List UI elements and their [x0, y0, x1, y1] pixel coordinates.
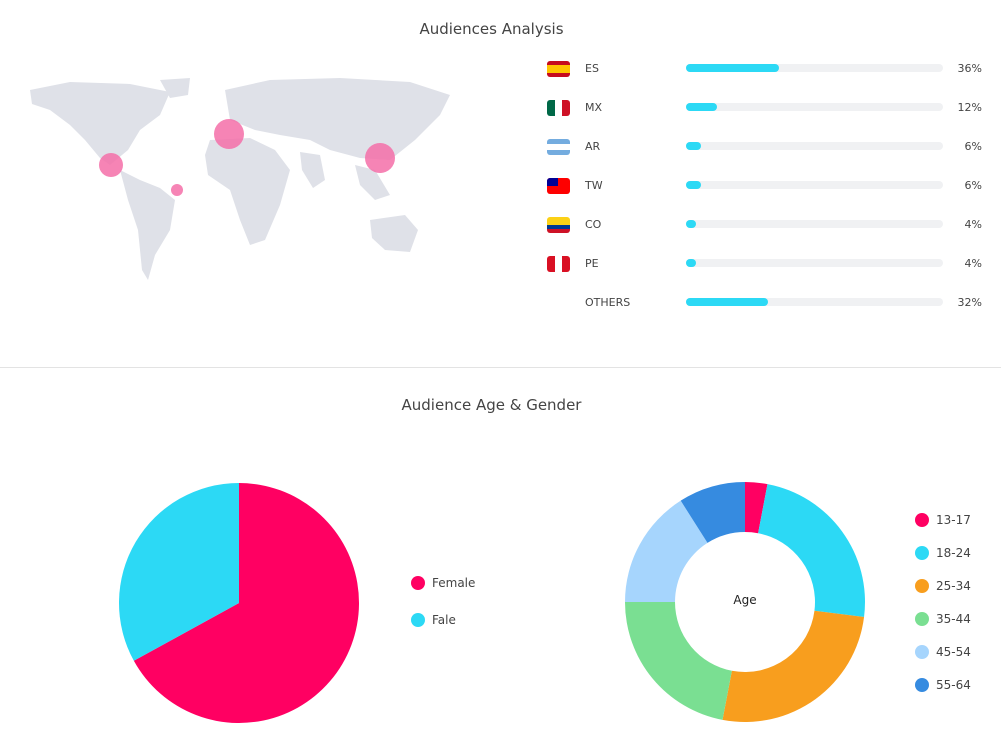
progress-fill — [686, 103, 717, 111]
slice-fale[interactable] — [118, 483, 239, 661]
mexico-flag-icon — [547, 100, 570, 116]
world-map — [30, 78, 450, 280]
age-gender-title: Audience Age & Gender — [401, 396, 582, 414]
legend-item[interactable]: 35-44 — [915, 612, 971, 626]
legend-label: 55-64 — [936, 678, 971, 692]
slice-13-17[interactable] — [745, 482, 768, 534]
legend-dot — [915, 546, 929, 560]
bubble-mx[interactable] — [99, 153, 123, 177]
country-code: CO — [585, 218, 602, 231]
progress-track — [686, 181, 943, 189]
country-percent: 36% — [957, 62, 982, 75]
bubble-co[interactable] — [171, 184, 183, 196]
audiences-analysis-title: Audiences Analysis — [419, 20, 564, 38]
argentina-flag-icon — [547, 139, 570, 155]
legend-dot — [915, 612, 929, 626]
country-row-mx: MX 12% — [547, 97, 987, 119]
country-percent: 4% — [964, 257, 982, 270]
legend-dot — [915, 513, 929, 527]
progress-fill — [686, 298, 769, 306]
legend-label: 25-34 — [936, 579, 971, 593]
legend-label: 35-44 — [936, 612, 971, 626]
spain-flag-icon — [547, 61, 570, 77]
progress-track — [686, 298, 943, 306]
legend-label: 13-17 — [936, 513, 971, 527]
country-percent: 4% — [964, 218, 982, 231]
country-code: ES — [585, 62, 599, 75]
legend-label: 45-54 — [936, 645, 971, 659]
country-code: OTHERS — [585, 296, 631, 309]
legend-dot — [915, 645, 929, 659]
slice-female[interactable] — [133, 483, 360, 723]
progress-track — [686, 220, 943, 228]
legend-dot — [915, 678, 929, 692]
progress-fill — [686, 181, 702, 189]
country-row-others: OTHERS 32% — [547, 292, 987, 314]
audience-bubbles — [99, 119, 395, 196]
legend-label: Female — [432, 576, 476, 590]
progress-fill — [686, 220, 697, 228]
donut-center-label: Age — [733, 593, 757, 607]
legend-dot — [411, 576, 425, 590]
country-row-tw: TW 6% — [547, 175, 987, 197]
country-code: TW — [585, 179, 603, 192]
legend-item[interactable]: 25-34 — [915, 579, 971, 593]
country-percent: 12% — [957, 101, 982, 114]
progress-track — [686, 64, 943, 72]
bubble-es[interactable] — [214, 119, 244, 149]
legend-item[interactable]: 45-54 — [915, 645, 971, 659]
country-percent: 6% — [964, 140, 982, 153]
legend-dot — [915, 579, 929, 593]
country-row-co: CO 4% — [547, 214, 987, 236]
progress-track — [686, 103, 943, 111]
legend-label: Fale — [432, 613, 456, 627]
peru-flag-icon — [547, 256, 570, 272]
slice-45-54[interactable] — [625, 500, 708, 602]
colombia-flag-icon — [547, 217, 570, 233]
country-code: PE — [585, 257, 599, 270]
country-code: MX — [585, 101, 603, 114]
progress-fill — [686, 259, 697, 267]
slice-25-34[interactable] — [722, 610, 865, 722]
progress-track — [686, 259, 943, 267]
country-row-pe: PE 4% — [547, 253, 987, 275]
legend-item[interactable]: 55-64 — [915, 678, 971, 692]
progress-track — [686, 142, 943, 150]
section-divider — [0, 367, 1001, 368]
progress-fill — [686, 142, 702, 150]
legend-label: 18-24 — [936, 546, 971, 560]
slice-55-64[interactable] — [680, 482, 745, 543]
legend-item[interactable]: 18-24 — [915, 546, 971, 560]
country-row-ar: AR 6% — [547, 136, 987, 158]
bubble-tw[interactable] — [365, 143, 395, 173]
legend-item[interactable]: Female — [411, 576, 475, 590]
country-percent: 32% — [957, 296, 982, 309]
progress-fill — [686, 64, 779, 72]
legend-item[interactable]: 13-17 — [915, 513, 971, 527]
country-row-es: ES 36% — [547, 58, 987, 80]
country-percent: 6% — [964, 179, 982, 192]
legend-item[interactable]: Fale — [411, 613, 456, 627]
slice-35-44[interactable] — [625, 602, 732, 720]
country-code: AR — [585, 140, 601, 153]
taiwan-flag-icon — [547, 178, 570, 194]
legend-dot — [411, 613, 425, 627]
